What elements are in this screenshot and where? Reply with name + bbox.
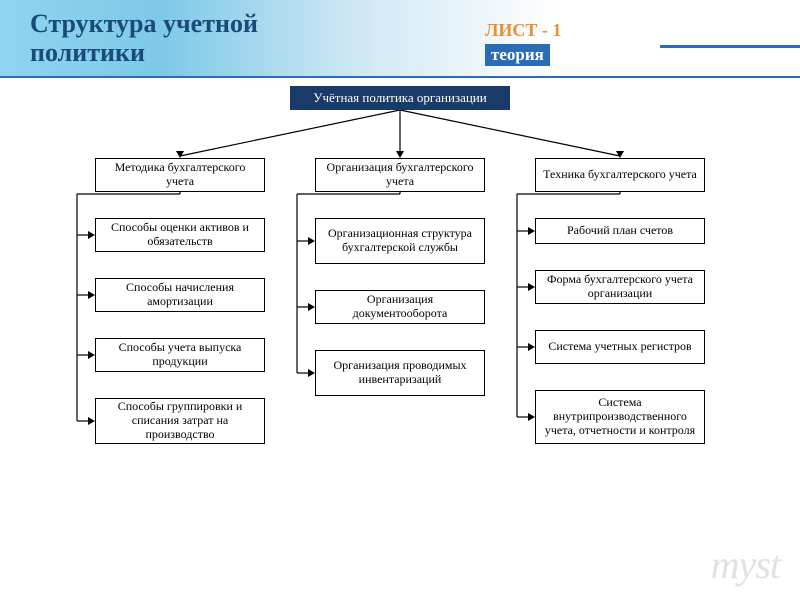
root-node: Учётная политика организации	[290, 86, 510, 110]
slide-header: Структура учетной политики ЛИСТ - 1 теор…	[0, 0, 800, 78]
node-c1-i1: Организация документооборота	[315, 290, 485, 324]
node-c2-i1: Форма бухгалтерского учета организации	[535, 270, 705, 304]
node-c0-i3: Способы группировки и списания затрат на…	[95, 398, 265, 444]
column-header-1: Организация бухгалтерского учета	[315, 158, 485, 192]
node-c1-i0: Организационная структура бухгалтерской …	[315, 218, 485, 264]
org-chart: Учётная политика организации Методика бух…	[0, 78, 800, 600]
node-c0-i0: Способы оценки активов и обязательств	[95, 218, 265, 252]
badge-line2: теория	[485, 44, 550, 66]
node-c2-i2: Система учетных регистров	[535, 330, 705, 364]
node-c2-i3: Система внутрипроизводственного учета, о…	[535, 390, 705, 444]
title-line1: Структура учетной	[30, 9, 258, 38]
column-header-0: Методика бухгалтерского учета	[95, 158, 265, 192]
node-c0-i2: Способы учета выпуска продукции	[95, 338, 265, 372]
badge-line1: ЛИСТ - 1	[485, 20, 655, 41]
title-line2: политики	[30, 38, 145, 67]
column-header-2: Техника бухгалтерского учета	[535, 158, 705, 192]
node-c1-i2: Организация проводимых инвентаризаций	[315, 350, 485, 396]
slide-title: Структура учетной политики	[30, 10, 258, 67]
slide-badge: ЛИСТ - 1 теория	[485, 20, 655, 66]
node-c2-i0: Рабочий план счетов	[535, 218, 705, 244]
node-c0-i1: Способы начисления амортизации	[95, 278, 265, 312]
header-accent-line	[660, 45, 800, 48]
